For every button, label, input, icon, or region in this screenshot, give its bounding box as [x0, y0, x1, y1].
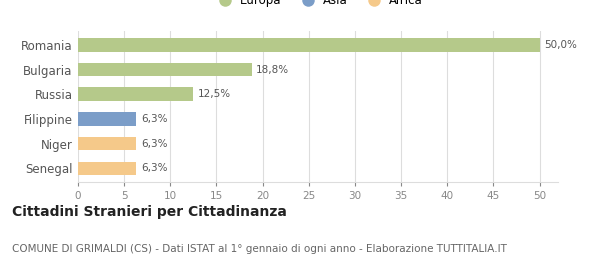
Bar: [78, 87, 193, 101]
Text: COMUNE DI GRIMALDI (CS) - Dati ISTAT al 1° gennaio di ogni anno - Elaborazione T: COMUNE DI GRIMALDI (CS) - Dati ISTAT al …: [12, 244, 507, 254]
Text: 50,0%: 50,0%: [544, 40, 577, 50]
Bar: [78, 137, 136, 151]
Text: Cittadini Stranieri per Cittadinanza: Cittadini Stranieri per Cittadinanza: [12, 205, 287, 219]
Text: 6,3%: 6,3%: [141, 163, 167, 173]
Text: 6,3%: 6,3%: [141, 114, 167, 124]
Bar: [78, 38, 539, 52]
Text: 18,8%: 18,8%: [256, 64, 289, 75]
Bar: [78, 112, 136, 126]
Legend: Europa, Asia, Africa: Europa, Asia, Africa: [211, 0, 425, 10]
Text: 12,5%: 12,5%: [198, 89, 231, 99]
Bar: [78, 63, 251, 76]
Bar: [78, 161, 136, 175]
Text: 6,3%: 6,3%: [141, 139, 167, 149]
